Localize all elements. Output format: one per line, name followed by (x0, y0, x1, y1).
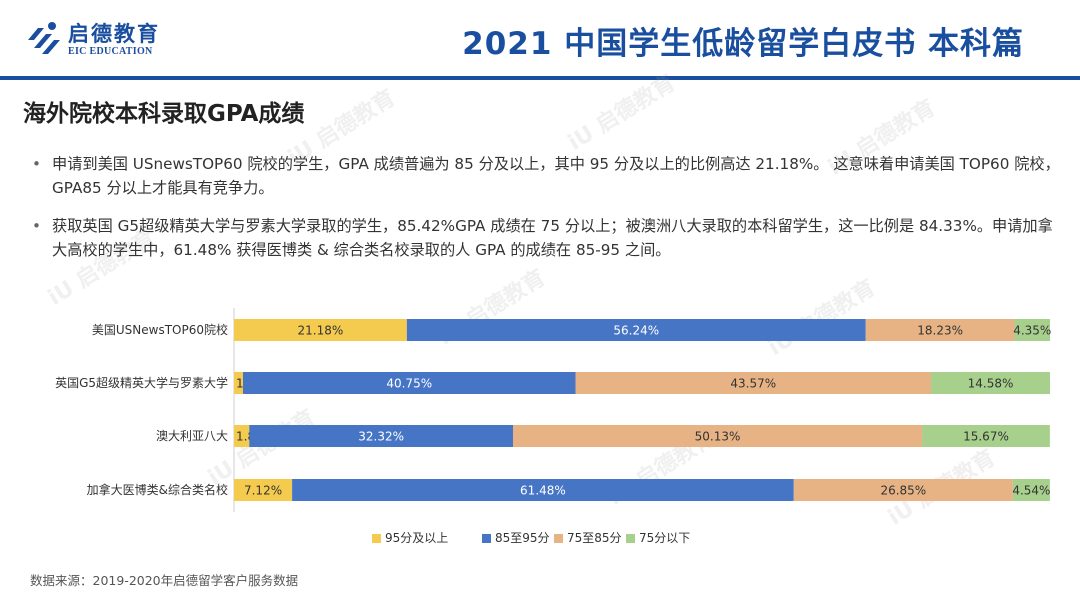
data-label: 56.24% (613, 324, 659, 338)
gpa-stacked-bar-chart: 美国USNewsTOP60院校 21.18% 56.24% 18.23% 4.35% 英国… (55, 308, 1051, 545)
data-label: 15.67% (963, 430, 1009, 444)
bar-segment (512, 425, 923, 447)
bar-segment (242, 372, 576, 394)
data-source-note: 数据来源：2019-2020年启德留学客户服务数据 (30, 573, 299, 588)
report-title: 2021 中国学生低龄留学白皮书 本科篇 (462, 26, 1024, 62)
bullet-text: 申请到美国 USnewsTOP60 院校的学生，GPA 成绩普遍为 85 分及以… (52, 155, 1060, 197)
legend-swatch (372, 534, 381, 543)
bullet-item: • 获取英国 G5超级精英大学与罗素大学录取的学生，85.42%GPA 成绩在 … (32, 214, 1062, 262)
data-label: 61.48% (520, 484, 566, 498)
bar-segment (406, 319, 866, 341)
bar-segment (1014, 319, 1050, 341)
legend-label: 75至85分 (567, 531, 622, 545)
data-label: 4.35% (1013, 324, 1051, 338)
eic-logo-icon (28, 22, 60, 54)
bullet-text: 获取英国 G5超级精英大学与罗素大学录取的学生，85.42%GPA 成绩在 75… (52, 217, 1053, 259)
legend-swatch (554, 534, 563, 543)
data-label: 14.58% (968, 377, 1014, 391)
bar-segment (575, 372, 932, 394)
bullet-list: • 申请到美国 USnewsTOP60 院校的学生，GPA 成绩普遍为 85 分… (32, 152, 1062, 276)
data-label: 7.12% (244, 484, 282, 498)
data-label: 43.57% (730, 377, 776, 391)
bar-segment (234, 319, 407, 341)
bar-segment (865, 319, 1015, 341)
category-label: 加拿大医博类&综合类名校 (87, 482, 228, 497)
bar-segment (292, 479, 794, 501)
data-label: 26.85% (880, 484, 926, 498)
header: 启德教育 EIC EDUCATION 2021 中国学生低龄留学白皮书 本科篇 (0, 0, 1080, 80)
legend-label: 85至95分 (495, 531, 550, 545)
category-label: 美国USNewsTOP60院校 (92, 322, 228, 337)
logo-english-name: EIC EDUCATION (68, 46, 153, 57)
data-label: 50.13% (695, 430, 741, 444)
bullet-item: • 申请到美国 USnewsTOP60 院校的学生，GPA 成绩普遍为 85 分… (32, 152, 1062, 200)
data-label: 21.18% (298, 324, 344, 338)
legend-swatch (626, 534, 635, 543)
data-label: 32.32% (358, 430, 404, 444)
bar-segment (793, 479, 1013, 501)
bullet-dot: • (32, 217, 41, 235)
bar-segment (234, 372, 243, 394)
bar-segment (931, 372, 1050, 394)
data-label: 4.54% (1012, 484, 1050, 498)
legend-label: 75分以下 (639, 531, 690, 545)
logo-chinese-name: 启德教育 (68, 22, 160, 46)
legend-label: 95分及以上 (385, 531, 448, 545)
data-label: 18.23% (917, 324, 963, 338)
category-label: 澳大利亚八大 (156, 429, 228, 443)
bar-segment (1012, 479, 1050, 501)
category-label: 英国G5超级精英大学与罗素大学 (55, 375, 228, 390)
eic-logo: 启德教育 EIC EDUCATION (22, 16, 162, 62)
data-label: 40.75% (386, 377, 432, 391)
bullet-dot: • (32, 155, 41, 173)
header-divider (0, 76, 1080, 80)
bar-segment (234, 479, 293, 501)
section-title: 海外院校本科录取GPA成绩 (23, 101, 305, 127)
bar-segment (922, 425, 1050, 447)
bar-segment (234, 425, 250, 447)
legend-swatch (482, 534, 491, 543)
bar-segment (249, 425, 513, 447)
